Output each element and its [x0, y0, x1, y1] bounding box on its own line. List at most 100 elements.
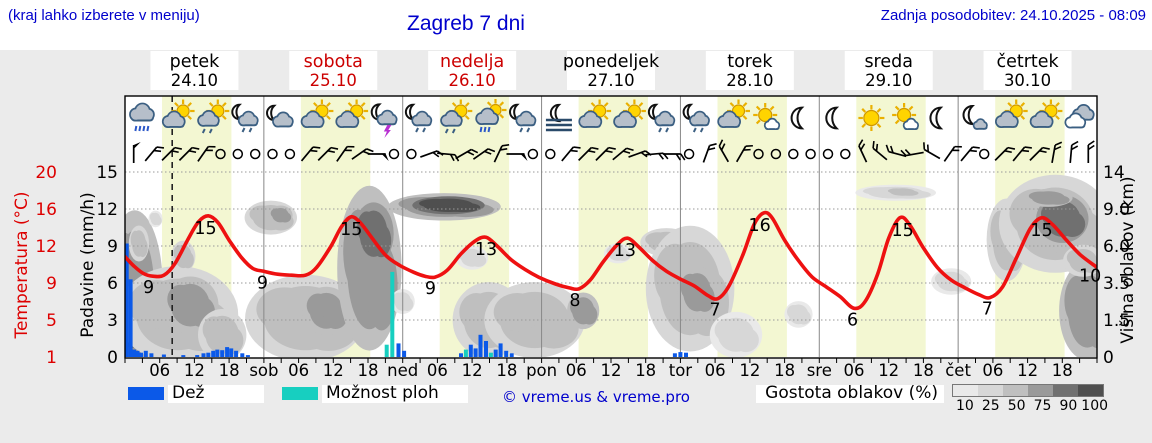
- weather-icon-sun-cloud: [335, 99, 369, 128]
- rain-bar: [396, 343, 401, 357]
- menu-hint-text: (kraj lahko izberete v meniju): [8, 7, 200, 24]
- shower-legend-label: Možnost ploh: [322, 385, 468, 403]
- rain-bar: [459, 353, 463, 357]
- x-hour-label: 12: [1017, 361, 1038, 380]
- density-bar-segment: [978, 385, 1003, 396]
- precipitation-bars: [125, 243, 688, 357]
- density-bar-segment: [953, 385, 978, 396]
- wind-barb-icon: [662, 153, 686, 161]
- rain-bar: [181, 355, 186, 357]
- wind-barb-icon: [923, 142, 941, 160]
- density-tick-label: 50: [1007, 398, 1026, 414]
- x-hour-label: 12: [601, 361, 622, 380]
- day-date: 24.10: [171, 71, 218, 90]
- x-hour-label: 18: [358, 361, 379, 380]
- rain-legend-swatch: [128, 387, 164, 400]
- weather-icon-moon-small-cloud: [962, 104, 988, 130]
- rain-bar: [402, 350, 407, 357]
- day-date: 27.10: [587, 71, 634, 90]
- rain-bar: [504, 350, 509, 357]
- density-bar-segment: [1003, 385, 1028, 396]
- wind-barb-icon: [144, 146, 165, 162]
- wind-barb-icon: [702, 143, 717, 163]
- temperature-curve: [125, 210, 1097, 311]
- svg-text:8: 8: [569, 291, 580, 311]
- weather-icon-moon-fog: [545, 103, 572, 132]
- weather-icon-moon: [929, 106, 944, 130]
- x-hour-label: 18: [496, 361, 517, 380]
- wind-barb-icon: [595, 146, 616, 161]
- weather-icon-sun-small-cloud: [892, 103, 920, 130]
- x-hour-label: 12: [323, 361, 344, 380]
- calm-wind-icon: [978, 148, 990, 160]
- rain-bar: [484, 341, 488, 357]
- copyright-link[interactable]: © vreme.us & vreme.pro: [502, 388, 690, 406]
- day-date: 29.10: [865, 71, 912, 90]
- cloud-height-axis-label: Višina oblakov (km): [1118, 176, 1138, 344]
- weather-icon-sun-small-cloud: [753, 103, 781, 130]
- day-name: sobota: [304, 52, 363, 72]
- weather-icon-moon-cloud-drizzle: [231, 103, 259, 133]
- day-name: sreda: [864, 52, 913, 72]
- wind-barb-icon: [455, 148, 479, 160]
- wind-barb-icon: [735, 144, 753, 163]
- x-hour-label: 18: [913, 361, 934, 380]
- wind-barb-icon: [960, 146, 980, 162]
- wind-barb-icon: [367, 153, 389, 161]
- wind-barb-icon: [161, 146, 182, 161]
- svg-text:15: 15: [194, 219, 216, 239]
- wind-barb-icon: [1069, 140, 1079, 164]
- temperature-axis-ticks: 20 16 12 9 5 1: [35, 163, 57, 368]
- rain-bar: [161, 354, 166, 357]
- svg-text:16: 16: [35, 200, 57, 220]
- rain-legend-label: Dež: [168, 385, 264, 403]
- rain-bar: [473, 348, 478, 357]
- x-hour-label: 12: [878, 361, 899, 380]
- wind-barb-icon: [900, 149, 924, 157]
- calm-wind-icon: [249, 148, 261, 160]
- svg-text:15: 15: [891, 221, 913, 241]
- weather-icon-rain: [129, 102, 155, 132]
- calm-wind-icon: [683, 148, 695, 160]
- svg-text:13: 13: [614, 241, 636, 261]
- weather-icon-sun-cloud: [161, 99, 195, 128]
- x-day-abbrev: sre: [807, 361, 832, 380]
- x-hour-label: 12: [184, 361, 205, 380]
- calm-wind-icon: [267, 148, 278, 160]
- rain-bar: [201, 353, 206, 357]
- weather-icon-moon: [825, 106, 840, 130]
- x-hour-label: 12: [739, 361, 760, 380]
- wind-barb-icon: [197, 145, 216, 162]
- wind-barb-icon: [943, 145, 962, 162]
- rain-bar: [240, 353, 245, 357]
- calm-wind-icon: [822, 148, 834, 160]
- day-name: ponedeljek: [563, 52, 660, 72]
- svg-text:0: 0: [1103, 348, 1114, 368]
- calm-wind-icon: [840, 148, 851, 160]
- x-hour-label: 12: [462, 361, 483, 380]
- svg-text:15: 15: [1030, 221, 1052, 241]
- temperature-axis-label: Temperatura (°C): [12, 191, 32, 339]
- x-hour-label: 06: [982, 361, 1003, 380]
- calm-wind-icon: [545, 148, 556, 160]
- rain-bar: [135, 350, 140, 357]
- x-hour-label: 06: [705, 361, 726, 380]
- day-name: petek: [170, 52, 221, 72]
- cloud-density-gradient-bar: [952, 384, 1104, 397]
- wind-barb-icon: [178, 146, 200, 161]
- wind-barb-icon: [612, 147, 634, 161]
- weather-icon-sun-cloud-drizzle: [440, 99, 473, 134]
- svg-text:15: 15: [340, 220, 362, 240]
- density-bar-segment: [1078, 385, 1103, 396]
- weather-icon-moon-cloud-drizzle: [509, 103, 537, 133]
- last-update-text: Zadnja posodobitev: 24.10.2025 - 08:09: [880, 7, 1146, 24]
- wind-barb-icon: [336, 145, 355, 162]
- x-hour-label: 06: [149, 361, 170, 380]
- wind-barb-icon: [1029, 146, 1050, 161]
- rain-bar: [478, 334, 483, 357]
- rain-bar: [468, 344, 473, 357]
- precipitation-axis-ticks: 15 12 9 6 3 0: [96, 163, 118, 368]
- svg-text:6: 6: [107, 274, 118, 294]
- rain-bar: [225, 347, 230, 357]
